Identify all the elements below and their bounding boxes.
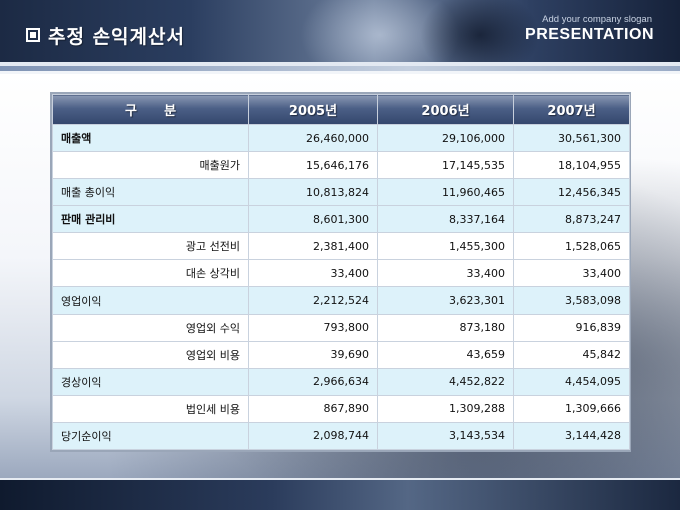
cell-2006: 4,452,822 bbox=[377, 367, 514, 396]
row-label: 법인세 비용 bbox=[52, 394, 249, 423]
table-row: 광고 선전비 2,381,400 1,455,300 1,528,065 bbox=[52, 232, 630, 261]
row-label: 당기순이익 bbox=[52, 421, 249, 451]
cell-2006: 33,400 bbox=[377, 259, 514, 288]
cell-2005: 793,800 bbox=[248, 313, 378, 342]
table-row: 경상이익 2,966,634 4,452,822 4,454,095 bbox=[52, 367, 630, 396]
cell-2005: 2,381,400 bbox=[248, 232, 378, 261]
cell-2007: 1,309,666 bbox=[513, 394, 630, 423]
cell-2006: 3,623,301 bbox=[377, 286, 514, 315]
header-shadow bbox=[420, 0, 540, 62]
header-divider-light bbox=[0, 62, 680, 66]
footer-bar bbox=[0, 480, 680, 510]
header-bar bbox=[0, 0, 680, 62]
row-label: 경상이익 bbox=[52, 367, 249, 396]
cell-2007: 33,400 bbox=[513, 259, 630, 288]
cell-2005: 15,646,176 bbox=[248, 151, 378, 180]
cell-2006: 17,145,535 bbox=[377, 151, 514, 180]
table-row: 매출액 26,460,000 29,106,000 30,561,300 bbox=[52, 123, 630, 153]
cell-2006: 29,106,000 bbox=[377, 123, 514, 153]
table-row: 법인세 비용 867,890 1,309,288 1,309,666 bbox=[52, 394, 630, 423]
slide-title-text: 추정 손익계산서 bbox=[48, 25, 185, 48]
table-row: 매출 총이익 10,813,824 11,960,465 12,456,345 bbox=[52, 178, 630, 207]
footer-divider bbox=[0, 478, 680, 480]
cell-2005: 8,601,300 bbox=[248, 205, 378, 234]
cell-2007: 916,839 bbox=[513, 313, 630, 342]
cell-2007: 45,842 bbox=[513, 340, 630, 369]
slide-title: 추정 손익계산서 bbox=[26, 22, 185, 48]
cell-2005: 10,813,824 bbox=[248, 178, 378, 207]
cell-2006: 8,337,164 bbox=[377, 205, 514, 234]
square-bullet-icon bbox=[26, 28, 40, 42]
income-statement-table: 구 분 2005년 2006년 2007년 매출액 26,460,000 29,… bbox=[52, 94, 630, 451]
cell-2007: 3,583,098 bbox=[513, 286, 630, 315]
row-label: 대손 상각비 bbox=[52, 259, 249, 288]
cell-2005: 33,400 bbox=[248, 259, 378, 288]
row-label: 매출 총이익 bbox=[52, 178, 249, 207]
table-row: 영업이익 2,212,524 3,623,301 3,583,098 bbox=[52, 286, 630, 315]
cell-2007: 4,454,095 bbox=[513, 367, 630, 396]
cell-2005: 39,690 bbox=[248, 340, 378, 369]
row-label: 판매 관리비 bbox=[52, 205, 249, 234]
table-row: 영업외 수익 793,800 873,180 916,839 bbox=[52, 313, 630, 342]
table-header-row: 구 분 2005년 2006년 2007년 bbox=[52, 94, 630, 125]
cell-2005: 2,212,524 bbox=[248, 286, 378, 315]
cell-2006: 873,180 bbox=[377, 313, 514, 342]
cell-2007: 30,561,300 bbox=[513, 123, 630, 153]
header-divider-bottom bbox=[0, 71, 680, 74]
cell-2006: 43,659 bbox=[377, 340, 514, 369]
row-label: 매출액 bbox=[52, 123, 249, 153]
brand-name: PRESENTATION bbox=[525, 26, 654, 43]
cell-2006: 3,143,534 bbox=[377, 421, 514, 451]
cell-2006: 11,960,465 bbox=[377, 178, 514, 207]
table-row: 대손 상각비 33,400 33,400 33,400 bbox=[52, 259, 630, 288]
table-row: 매출원가 15,646,176 17,145,535 18,104,955 bbox=[52, 151, 630, 180]
brand-slogan: Add your company slogan bbox=[542, 14, 652, 25]
cell-2005: 2,098,744 bbox=[248, 421, 378, 451]
cell-2007: 12,456,345 bbox=[513, 178, 630, 207]
table-row: 영업외 비용 39,690 43,659 45,842 bbox=[52, 340, 630, 369]
cell-2005: 867,890 bbox=[248, 394, 378, 423]
income-statement-table-frame: 구 분 2005년 2006년 2007년 매출액 26,460,000 29,… bbox=[50, 92, 631, 452]
row-label: 영업외 수익 bbox=[52, 313, 249, 342]
cell-2007: 3,144,428 bbox=[513, 421, 630, 451]
table-row: 당기순이익 2,098,744 3,143,534 3,144,428 bbox=[52, 421, 630, 451]
row-label: 영업외 비용 bbox=[52, 340, 249, 369]
row-label: 광고 선전비 bbox=[52, 232, 249, 261]
cell-2006: 1,455,300 bbox=[377, 232, 514, 261]
header-2007: 2007년 bbox=[513, 94, 630, 125]
table-row: 판매 관리비 8,601,300 8,337,164 8,873,247 bbox=[52, 205, 630, 234]
cell-2005: 26,460,000 bbox=[248, 123, 378, 153]
header-2005: 2005년 bbox=[248, 94, 378, 125]
row-label: 매출원가 bbox=[52, 151, 249, 180]
cell-2005: 2,966,634 bbox=[248, 367, 378, 396]
cell-2007: 1,528,065 bbox=[513, 232, 630, 261]
cell-2006: 1,309,288 bbox=[377, 394, 514, 423]
header-2006: 2006년 bbox=[377, 94, 514, 125]
header-category: 구 분 bbox=[52, 94, 249, 125]
cell-2007: 18,104,955 bbox=[513, 151, 630, 180]
header-divider-blue bbox=[0, 66, 680, 71]
cell-2007: 8,873,247 bbox=[513, 205, 630, 234]
row-label: 영업이익 bbox=[52, 286, 249, 315]
